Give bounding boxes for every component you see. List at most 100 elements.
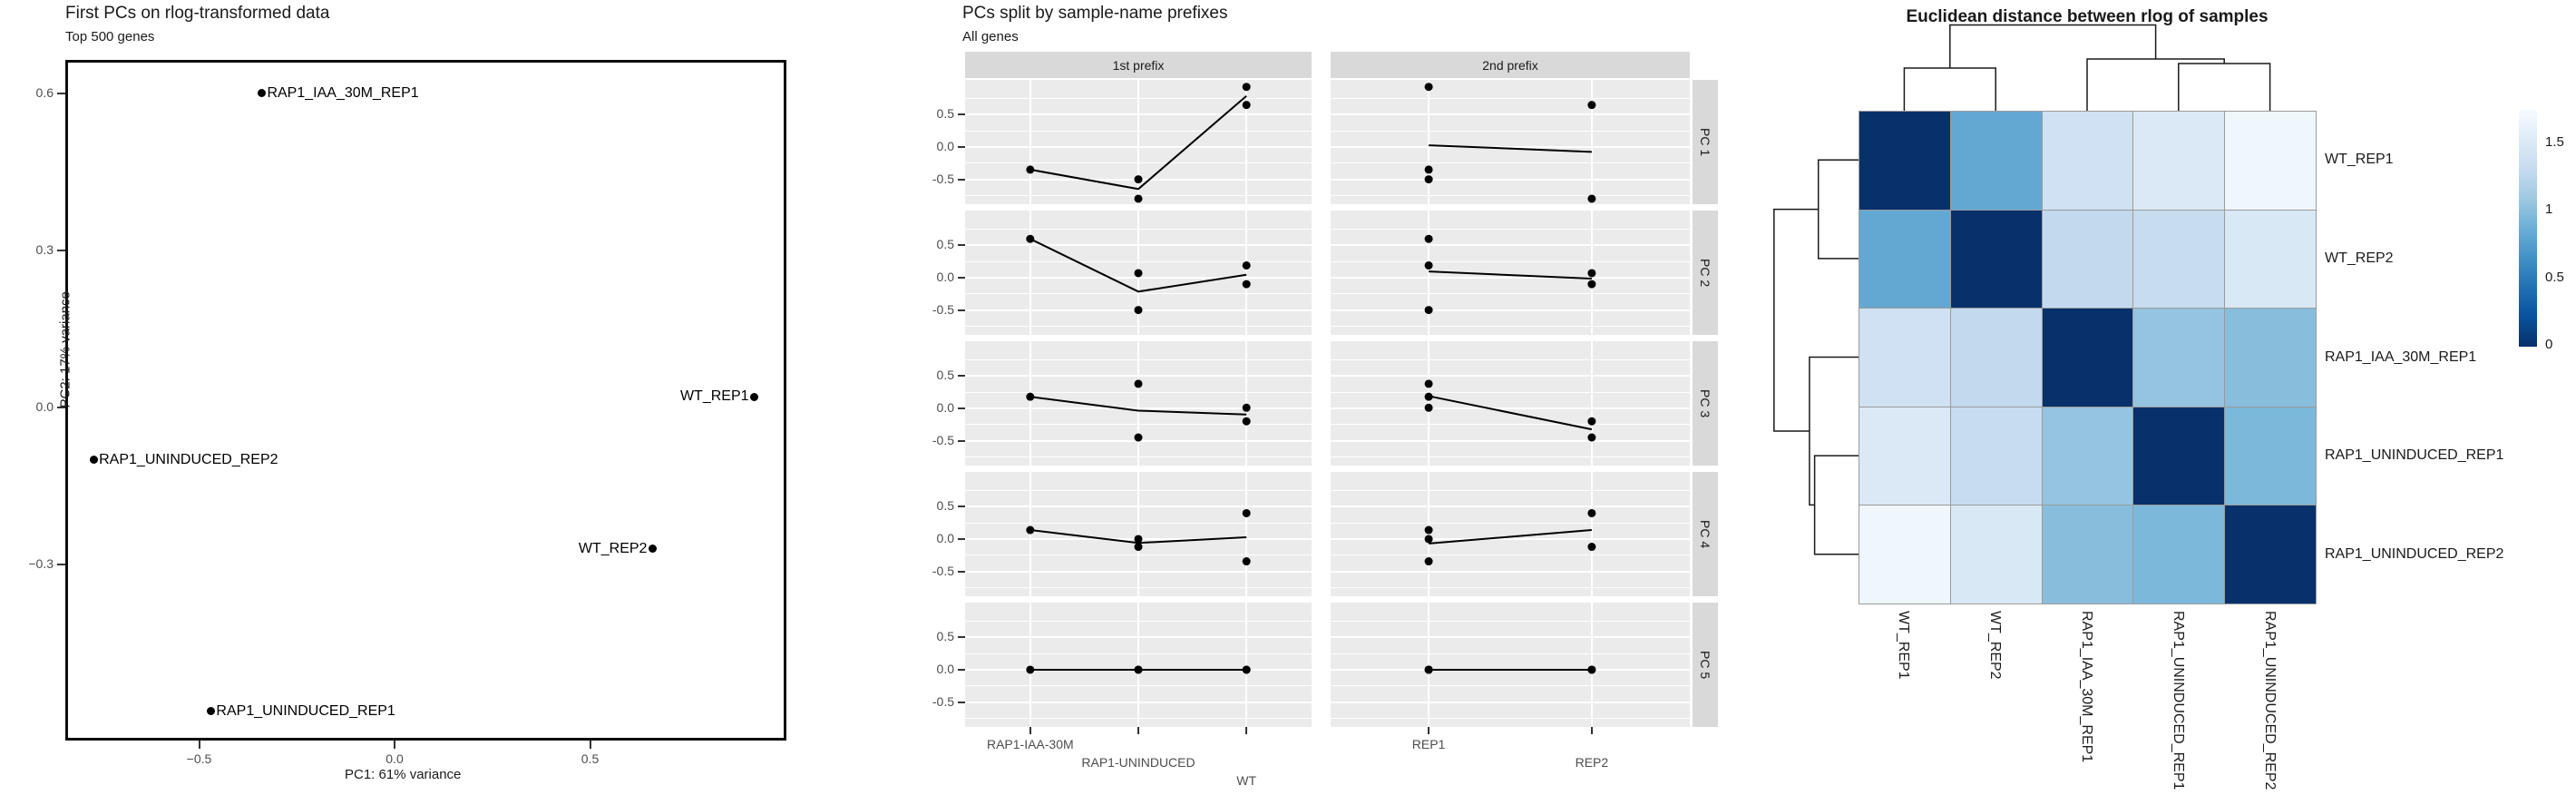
gridline-vertical [1590,341,1593,466]
gridline-major [1331,375,1690,378]
dendrogram-branch [1773,208,1819,432]
gridline-major [1331,505,1690,508]
facet-series [1424,508,1596,566]
facet-mean-line [1029,529,1247,545]
facet-point [1587,417,1596,426]
gridline-major [965,407,1312,409]
facet-col-strip: 1st prefix [965,52,1312,78]
facet-point [1134,379,1143,388]
gridline-minor [965,685,1312,687]
facet-point [1424,260,1433,270]
gridline-minor [1331,261,1690,263]
gridline-major [965,309,1312,311]
facet-panel [965,472,1312,596]
facet-y-tick-mark [958,244,965,247]
dendrogram-branch [1903,67,1996,111]
facets-subtitle: All genes [962,29,1019,44]
gridline-major [1331,178,1690,181]
facet-panel [1331,472,1690,596]
gridline-minor [1331,194,1690,196]
gridline-vertical [1029,211,1031,335]
gridline-minor [1331,131,1690,132]
facet-x-tick-mark [1029,727,1031,734]
gridline-minor [965,653,1312,655]
gridline-vertical [1137,211,1139,335]
facet-y-tick-mark [958,113,965,116]
dendrogram-branch [1809,356,1859,506]
gridline-minor [1331,162,1690,164]
facet-mean-line [1429,270,1592,280]
facet-point [1424,165,1433,174]
facet-point [1587,280,1596,289]
facet-y-tick-mark [958,636,965,639]
gridline-major [1331,145,1690,148]
gridline-minor [1331,359,1690,361]
heatmap-legend-gradient [2519,110,2537,347]
gridline-major [965,537,1312,540]
gridline-minor [965,293,1312,295]
facet-row-strip: PC 1 [1693,80,1718,204]
gridline-major [1331,668,1690,671]
facets-title: PCs split by sample-name prefixes [962,4,1228,23]
facet-panel [965,80,1312,204]
facet-series [1424,234,1596,315]
gridline-minor [965,586,1312,588]
facet-y-tick-mark [958,537,965,540]
facet-point [1587,665,1596,674]
facet-point [1242,403,1251,412]
pca-plot-area [65,60,786,741]
gridline-vertical [1137,603,1139,727]
gridline-vertical [1428,341,1430,466]
gridline-minor [1331,456,1690,457]
pca-x-tick-label: 0.5 [581,751,600,766]
heatmap-cell [2132,111,2226,211]
gridline-vertical [1590,472,1593,596]
gridline-minor [965,392,1312,394]
facet-y-tick-label: 0.0 [936,530,954,545]
facet-y-tick-mark [958,407,965,409]
facet-point [1424,379,1433,388]
gridline-vertical [1590,80,1593,204]
heatmap-cell [2132,209,2226,309]
gridline-vertical [1590,211,1593,335]
facet-point [1587,194,1596,203]
gridline-minor [965,229,1312,231]
pca-y-tick-label: 0.3 [35,241,54,257]
facet-y-tick-label: -0.5 [932,432,954,447]
facet-point [1134,433,1143,442]
gridline-minor [1331,717,1690,719]
gridline-major [1331,309,1690,311]
facet-panel [1331,80,1690,204]
gridline-vertical [1245,472,1248,596]
facet-point [1242,260,1251,270]
gridline-vertical [1029,603,1031,727]
dendrogram-branch [2178,63,2271,111]
heatmap-col-label: WT_REP1 [1896,611,1912,680]
facet-point [1134,665,1143,674]
heatmap-cell [2132,406,2226,506]
facet-row-strip: PC 5 [1693,603,1718,727]
gridline-major [1331,244,1690,247]
facet-mean-line [1429,144,1592,153]
facet-x-tick-mark [1428,727,1430,734]
facet-point [1424,665,1433,674]
dendrogram-branch [1813,455,1859,555]
heatmap-row-label: RAP1_UNINDUCED_REP1 [2325,447,2504,464]
facet-point [1424,83,1433,92]
pca-y-tick-mark [57,92,65,94]
facet-y-tick-mark [958,145,965,148]
facet-point [1242,417,1251,426]
gridline-major [1331,537,1690,540]
facet-row-strip: PC 3 [1693,341,1718,466]
heatmap-cell [2041,406,2134,506]
gridline-vertical [1428,603,1430,727]
gridline-minor [1331,685,1690,687]
gridline-major [965,505,1312,508]
heatmap-cell [1859,406,1951,506]
facet-y-tick-label: 0.5 [936,498,954,514]
facet-mean-line [1029,238,1247,293]
facet-point [1587,543,1596,552]
facet-mean-line [1029,396,1247,416]
gridline-vertical [1137,341,1139,466]
facet-point [1134,194,1143,203]
